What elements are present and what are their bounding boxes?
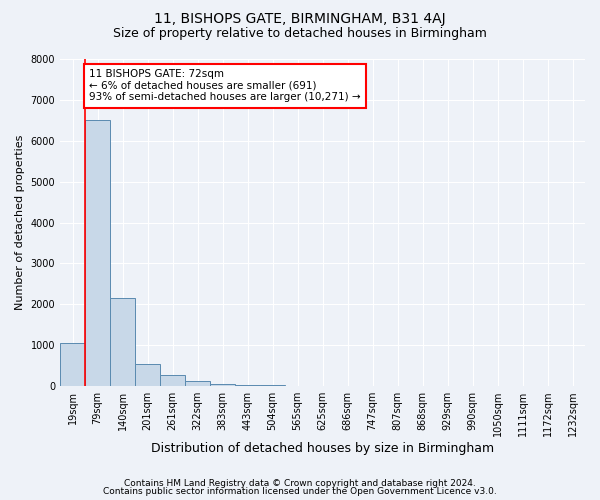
Bar	[135, 364, 160, 386]
Bar	[185, 381, 210, 386]
Bar	[110, 298, 135, 386]
Bar	[60, 343, 85, 386]
Text: 11 BISHOPS GATE: 72sqm
← 6% of detached houses are smaller (691)
93% of semi-det: 11 BISHOPS GATE: 72sqm ← 6% of detached …	[89, 69, 361, 102]
Text: Size of property relative to detached houses in Birmingham: Size of property relative to detached ho…	[113, 28, 487, 40]
Text: 11, BISHOPS GATE, BIRMINGHAM, B31 4AJ: 11, BISHOPS GATE, BIRMINGHAM, B31 4AJ	[154, 12, 446, 26]
Bar	[160, 374, 185, 386]
Text: Contains public sector information licensed under the Open Government Licence v3: Contains public sector information licen…	[103, 487, 497, 496]
Y-axis label: Number of detached properties: Number of detached properties	[15, 135, 25, 310]
Bar	[85, 120, 110, 386]
Text: Contains HM Land Registry data © Crown copyright and database right 2024.: Contains HM Land Registry data © Crown c…	[124, 478, 476, 488]
X-axis label: Distribution of detached houses by size in Birmingham: Distribution of detached houses by size …	[151, 442, 494, 455]
Bar	[210, 384, 235, 386]
